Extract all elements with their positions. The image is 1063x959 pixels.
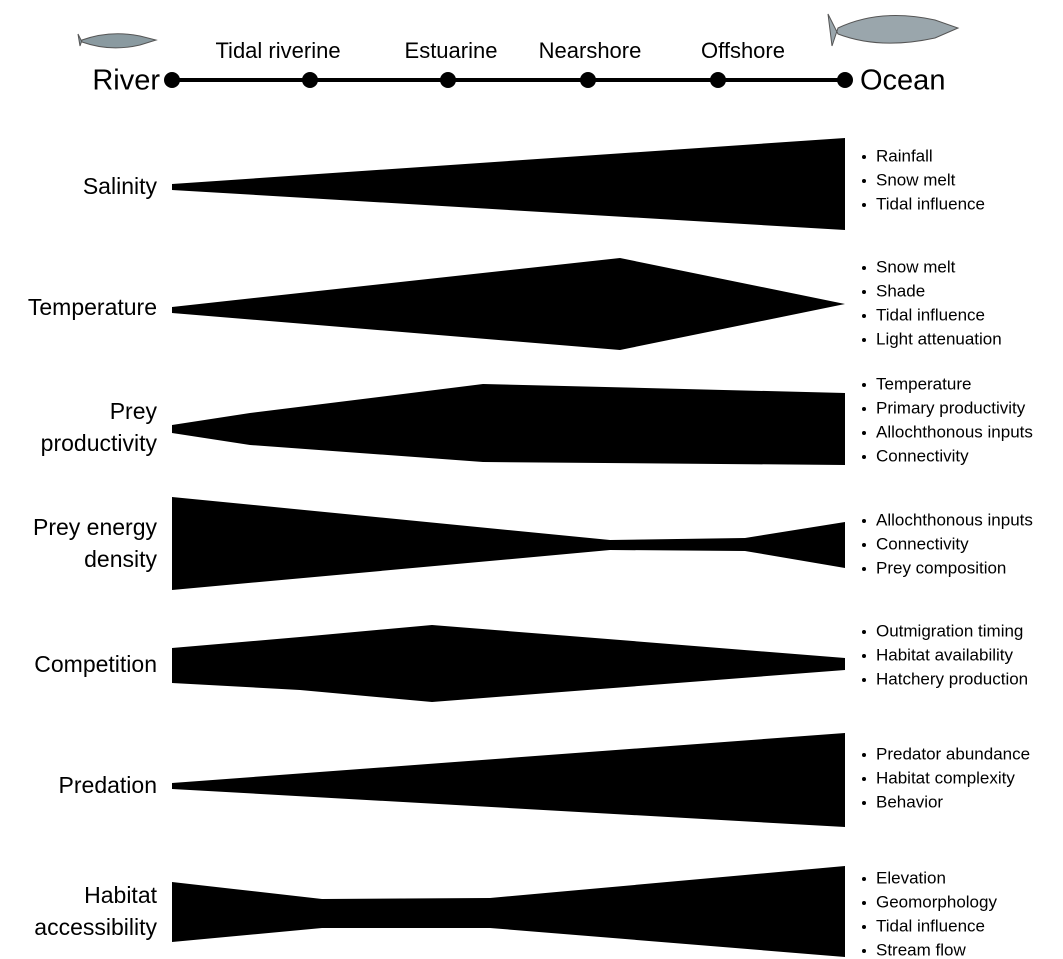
predation-shape [172,733,845,827]
row-label: productivity [41,430,158,456]
start-label: River [92,65,160,97]
factor: Rainfall [876,146,933,165]
bullet [862,753,866,757]
bullet [862,155,866,159]
bullet [862,543,866,547]
row-label: Salinity [83,173,158,199]
factor: Allochthonous inputs [876,510,1033,529]
factor: Shade [876,281,925,300]
factor: Geomorphology [876,892,997,911]
row-label: Predation [59,772,157,798]
bullet [862,383,866,387]
bullet [862,290,866,294]
row-label: Habitat [84,882,157,908]
bullet [862,431,866,435]
bullet [862,519,866,523]
factor: Tidal influence [876,194,985,213]
factor: Hatchery production [876,669,1028,688]
row-label: accessibility [34,914,157,940]
bullet [862,877,866,881]
bullet [862,203,866,207]
end-label: Ocean [860,65,945,97]
factor: Habitat availability [876,645,1014,664]
factor: Outmigration timing [876,621,1023,640]
row-label: density [84,546,157,572]
row-label: Prey [110,398,158,424]
bullet [862,179,866,183]
factor: Predator abundance [876,744,1030,763]
shapes [172,138,845,957]
bullet [862,407,866,411]
bullet [862,314,866,318]
stage-label: Offshore [701,38,785,63]
bullet [862,338,866,342]
factor: Snow melt [876,257,956,276]
temperature-shape [172,258,845,350]
factor: Snow melt [876,170,956,189]
bullet [862,949,866,953]
habitat-shape [172,866,845,957]
bullet [862,678,866,682]
bullet [862,455,866,459]
bullet [862,567,866,571]
prey-productivity-shape [172,384,845,465]
factor: Prey composition [876,558,1006,577]
factor: Tidal influence [876,305,985,324]
bullet [862,801,866,805]
bullet [862,266,866,270]
small-fish [78,34,156,48]
factor: Tidal influence [876,916,985,935]
prey-energy-shape [172,497,845,590]
bullet [862,925,866,929]
row-label: Temperature [28,294,157,320]
factor: Habitat complexity [876,768,1015,787]
bullet [862,901,866,905]
factor: Connectivity [876,534,969,553]
stage-label: Nearshore [539,38,642,63]
factor: Elevation [876,868,946,887]
row-label: Prey energy [33,514,158,540]
factor: Stream flow [876,940,966,959]
factor: Connectivity [876,446,969,465]
bullet [862,654,866,658]
stage-label: Tidal riverine [215,38,340,63]
factor: Light attenuation [876,329,1002,348]
salinity-shape [172,138,845,230]
stage-label: Estuarine [405,38,498,63]
factor: Primary productivity [876,398,1026,417]
factor: Behavior [876,792,943,811]
row-label: Competition [34,651,157,677]
factor: Allochthonous inputs [876,422,1033,441]
factor: Temperature [876,374,971,393]
bullet [862,777,866,781]
diagram: River Ocean Tidal riverine Estuarine Nears… [0,0,1063,959]
bullet [862,630,866,634]
competition-shape [172,625,845,702]
large-fish [828,14,958,46]
